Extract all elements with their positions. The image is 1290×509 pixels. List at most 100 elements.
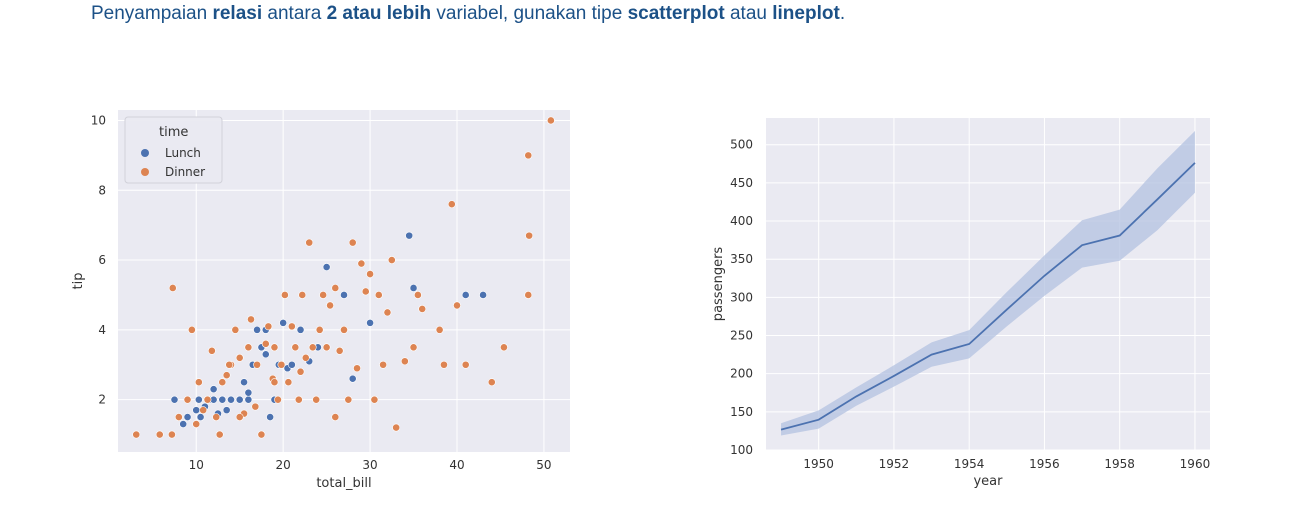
x-tick-label: 1952 — [879, 457, 910, 471]
point-dinner — [253, 360, 261, 369]
point-dinner — [187, 325, 196, 334]
point-dinner — [344, 395, 353, 404]
point-lunch — [279, 318, 288, 327]
x-tick-label: 10 — [189, 458, 204, 472]
y-tick-label: 400 — [730, 214, 753, 228]
point-lunch — [194, 395, 203, 404]
x-tick-label: 1958 — [1104, 457, 1135, 471]
point-dinner — [280, 291, 289, 299]
point-dinner — [461, 360, 470, 369]
caption-text: Penyampaian relasi antara 2 atau lebih v… — [91, 3, 845, 25]
y-tick-label: 8 — [98, 183, 106, 197]
point-dinner — [319, 291, 328, 299]
point-dinner — [392, 423, 401, 432]
point-dinner — [192, 420, 201, 428]
point-dinner — [387, 256, 396, 264]
point-dinner — [225, 360, 234, 369]
caption-part: . — [839, 3, 846, 24]
point-dinner — [235, 353, 244, 362]
point-dinner — [366, 270, 374, 278]
y-tick-label: 150 — [730, 405, 753, 419]
point-dinner — [244, 343, 253, 352]
point-dinner — [235, 413, 244, 422]
point-dinner — [400, 357, 409, 366]
y-tick-label: 500 — [730, 138, 753, 152]
point-dinner — [264, 322, 273, 331]
point-dinner — [251, 402, 260, 411]
caption-bold-relasi: relasi — [212, 3, 263, 24]
point-dinner — [447, 200, 456, 209]
point-lunch — [235, 395, 244, 404]
point-dinner — [287, 322, 296, 331]
point-dinner — [222, 371, 231, 380]
x-tick-label: 1954 — [954, 457, 985, 471]
point-lunch — [366, 318, 374, 327]
point-lunch — [266, 413, 275, 422]
point-dinner — [298, 291, 307, 299]
point-lunch — [261, 350, 270, 359]
point-lunch — [227, 395, 235, 404]
point-dinner — [315, 325, 324, 334]
point-dinner — [353, 364, 361, 373]
point-dinner — [207, 346, 216, 355]
point-lunch — [253, 325, 261, 334]
y-tick-label: 6 — [98, 253, 106, 267]
point-dinner — [218, 378, 227, 387]
y-tick-label: 10 — [91, 113, 106, 127]
point-dinner — [284, 378, 293, 387]
x-tick-label: 50 — [536, 458, 551, 472]
point-dinner — [194, 378, 203, 387]
caption-part: Penyampaian — [91, 3, 213, 24]
x-axis-label: year — [973, 474, 1003, 489]
point-dinner — [348, 238, 357, 247]
point-dinner — [487, 378, 496, 387]
x-tick-label: 40 — [449, 458, 464, 472]
point-dinner — [308, 343, 317, 352]
point-dinner — [203, 395, 212, 404]
point-dinner — [291, 343, 300, 352]
legend-marker-dinner — [141, 168, 149, 176]
point-dinner — [409, 343, 418, 352]
point-dinner — [215, 430, 224, 439]
y-tick-label: 100 — [730, 443, 753, 457]
point-dinner — [524, 291, 533, 299]
point-dinner — [199, 406, 208, 415]
x-tick-label: 1950 — [803, 457, 834, 471]
point-dinner — [132, 430, 141, 439]
point-lunch — [244, 388, 253, 397]
x-tick-label: 20 — [276, 458, 291, 472]
point-lunch — [322, 263, 331, 271]
point-dinner — [183, 395, 192, 404]
point-dinner — [435, 325, 444, 334]
x-tick-label: 1956 — [1029, 457, 1060, 471]
point-dinner — [168, 284, 177, 292]
legend-box — [124, 116, 223, 184]
point-dinner — [247, 315, 255, 324]
point-lunch — [461, 291, 470, 299]
point-dinner — [294, 395, 303, 404]
point-dinner — [525, 231, 534, 240]
point-lunch — [218, 395, 227, 404]
legend-marker-lunch — [141, 149, 149, 157]
point-dinner — [174, 413, 183, 422]
caption-part: variabel, gunakan tipe — [431, 3, 628, 24]
point-dinner — [500, 343, 508, 352]
point-dinner — [296, 367, 305, 376]
point-dinner — [357, 259, 366, 268]
point-dinner — [418, 305, 427, 313]
y-tick-label: 350 — [730, 252, 753, 266]
x-tick-label: 1960 — [1180, 457, 1211, 471]
series-line-passengers — [780, 162, 1196, 431]
point-dinner — [322, 343, 331, 352]
point-lunch — [196, 413, 205, 422]
plot-area — [766, 118, 1210, 450]
point-lunch — [170, 395, 179, 404]
point-dinner — [361, 287, 370, 296]
x-axis-label: total_bill — [316, 476, 371, 491]
point-dinner — [212, 413, 221, 422]
caption-part: atau — [724, 3, 773, 24]
point-lunch — [405, 231, 414, 240]
point-dinner — [370, 395, 379, 404]
point-dinner — [261, 339, 270, 348]
point-dinner — [167, 430, 176, 439]
